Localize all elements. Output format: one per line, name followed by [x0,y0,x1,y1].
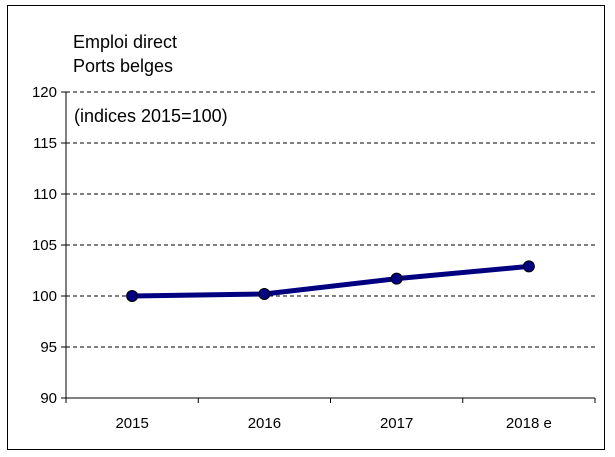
y-tick-label-115: 115 [33,135,57,152]
y-tick-label-95: 95 [40,339,57,356]
chart-title-line-2: Ports belges [73,56,174,76]
y-tick-label-100: 100 [32,288,57,305]
x-tick-label-2: 2017 [380,415,413,432]
x-tick-label-3: 2018 e [506,415,552,432]
series-line-0 [132,263,530,299]
chart-frame [7,5,605,450]
y-tick-label-105: 105 [32,237,57,254]
data-point-3 [522,260,535,273]
chart-annotation: (indices 2015=100) [74,106,228,126]
y-tick-label-120: 120 [32,84,57,101]
chart-title-line-1: Emploi direct [73,32,178,52]
x-tick-label-0: 2015 [115,415,148,432]
y-tick-label-110: 110 [33,186,57,203]
data-point-2 [390,272,403,285]
x-tick-label-1: 2016 [248,415,281,432]
data-point-0 [126,290,139,302]
data-point-1 [258,287,271,300]
y-tick-label-90: 90 [40,390,57,407]
